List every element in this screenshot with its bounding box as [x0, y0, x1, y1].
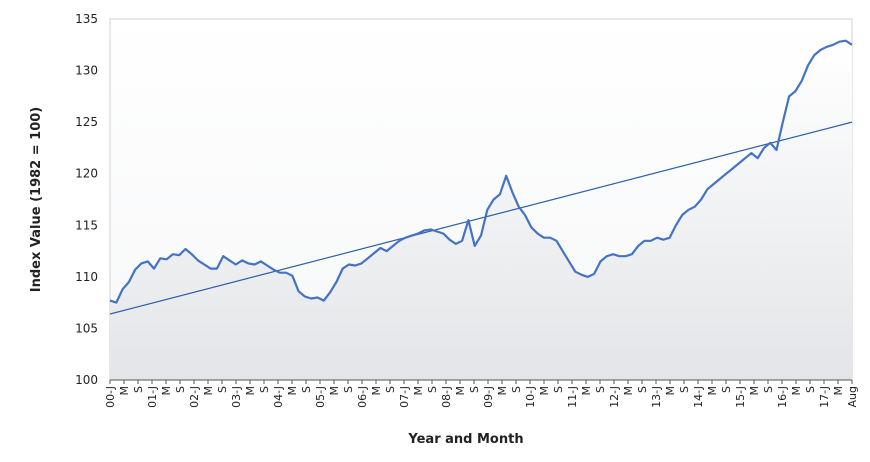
- x-axis: 00-J M S 01-J M S 02-J M S 03-J M S 04-J M S 05-J M S 06-J…: [104, 380, 859, 408]
- y-tick-label: 130: [75, 64, 98, 78]
- x-tick-label: M: [412, 386, 425, 396]
- x-tick-label: S: [552, 386, 565, 393]
- x-tick-label: S: [720, 386, 733, 393]
- x-tick-label: M: [580, 386, 593, 396]
- x-tick-label: S: [468, 386, 481, 393]
- x-tick-label: M: [496, 386, 509, 396]
- x-tick-label: 05-J: [314, 386, 327, 408]
- x-tick-label: 00-J: [104, 386, 117, 408]
- x-tick-label: M: [622, 386, 635, 396]
- x-tick-label: 12-J: [608, 386, 621, 408]
- series-line: [109, 39, 853, 304]
- x-tick-label: 15-J: [734, 386, 747, 408]
- x-tick-label: S: [216, 386, 229, 393]
- x-tick-label: 11-J: [566, 386, 579, 408]
- x-tick-label: 08-J: [440, 386, 453, 408]
- x-tick-label: 07-J: [398, 386, 411, 408]
- x-tick-label: 17-J: [818, 386, 831, 408]
- y-axis-title: Index Value (1982 = 100): [29, 107, 44, 292]
- x-axis-title: Year and Month: [407, 432, 523, 447]
- x-tick-label: S: [636, 386, 649, 393]
- x-tick-label: M: [118, 386, 131, 396]
- x-tick-label: M: [706, 386, 719, 396]
- y-tick-label: 125: [75, 115, 98, 129]
- y-tick-label: 115: [75, 218, 98, 232]
- y-tick-label: 135: [75, 12, 98, 26]
- y-tick-label: 110: [75, 270, 98, 284]
- x-tick-label: 03-J: [230, 386, 243, 408]
- x-tick-label: M: [370, 386, 383, 396]
- x-tick-label: 09-J: [482, 386, 495, 408]
- x-tick-label: S: [258, 386, 271, 393]
- x-tick-label: M: [244, 386, 257, 396]
- x-tick-label: M: [202, 386, 215, 396]
- x-tick-label: S: [678, 386, 691, 393]
- x-tick-label: 13-J: [650, 386, 663, 408]
- x-tick-label: M: [790, 386, 803, 396]
- x-tick-label: S: [594, 386, 607, 393]
- x-tick-label: M: [832, 386, 845, 396]
- x-tick-label: S: [132, 386, 145, 393]
- x-tick-label: 16-J: [776, 386, 789, 408]
- x-tick-label: M: [664, 386, 677, 396]
- x-tick-label: 04-J: [272, 386, 285, 408]
- x-tick-label: S: [804, 386, 817, 393]
- x-tick-label: 14-J: [692, 386, 705, 408]
- x-tick-label: S: [426, 386, 439, 393]
- x-tick-label: M: [160, 386, 173, 396]
- x-tick-label: S: [510, 386, 523, 393]
- y-axis: 100 105 110 115 120 125 130 135: [75, 12, 98, 387]
- x-tick-label: M: [286, 386, 299, 396]
- x-tick-label: 01-J: [146, 386, 159, 408]
- x-tick-label: 06-J: [356, 386, 369, 408]
- series-area-fill: [110, 40, 852, 380]
- x-tick-label: 10-J: [524, 386, 537, 408]
- x-tick-label: M: [454, 386, 467, 396]
- x-tick-label: Aug: [846, 386, 859, 407]
- x-tick-label: M: [748, 386, 761, 396]
- x-tick-label: S: [300, 386, 313, 393]
- x-tick-label: M: [328, 386, 341, 396]
- x-tick-label: S: [384, 386, 397, 393]
- x-tick-label: 02-J: [188, 386, 201, 408]
- y-tick-label: 105: [75, 321, 98, 335]
- x-tick-label: M: [538, 386, 551, 396]
- x-tick-label: S: [342, 386, 355, 393]
- x-tick-label: S: [174, 386, 187, 393]
- trend-line: [109, 121, 853, 315]
- x-tick-label: S: [762, 386, 775, 393]
- y-tick-label: 120: [75, 167, 98, 181]
- y-tick-label: 100: [75, 373, 98, 387]
